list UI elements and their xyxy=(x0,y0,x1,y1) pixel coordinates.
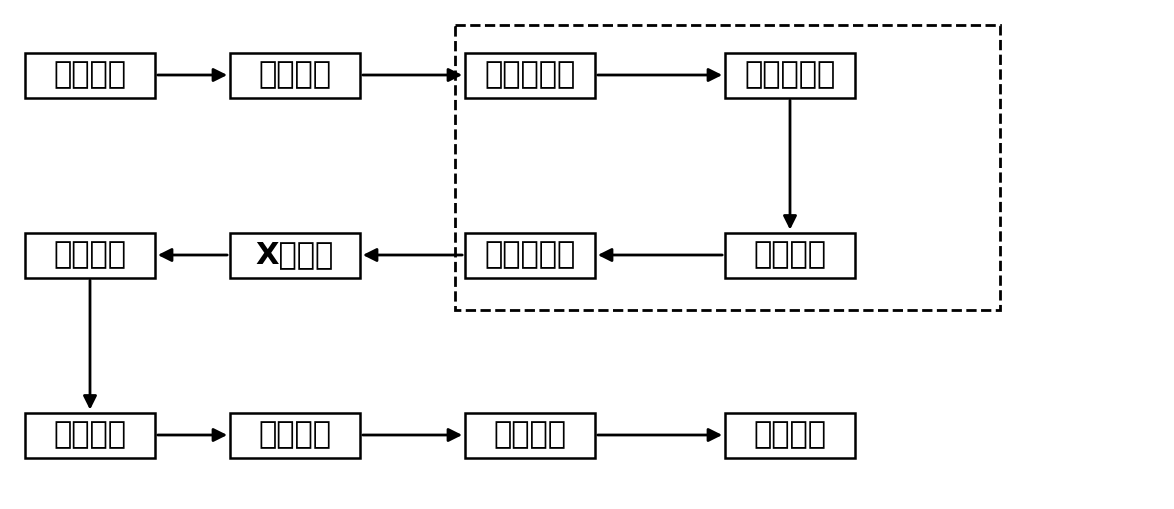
Bar xyxy=(456,25,1000,310)
Bar xyxy=(230,412,360,458)
Text: 第二次焊接: 第二次焊接 xyxy=(744,61,836,90)
Bar xyxy=(726,412,855,458)
Text: 元件检查: 元件检查 xyxy=(258,61,331,90)
Text: 外壳安装: 外壳安装 xyxy=(54,240,127,269)
Bar xyxy=(465,412,595,458)
Bar xyxy=(25,52,155,98)
Text: 原材准备: 原材准备 xyxy=(54,61,127,90)
Text: X光探测: X光探测 xyxy=(256,240,335,269)
Text: 第一次焊接: 第一次焊接 xyxy=(485,61,575,90)
Bar xyxy=(465,52,595,98)
Text: 高温老化: 高温老化 xyxy=(258,420,331,449)
Bar xyxy=(25,412,155,458)
Text: 测试出厂: 测试出厂 xyxy=(754,420,826,449)
Bar xyxy=(465,233,595,277)
Text: 灌胶保护: 灌胶保护 xyxy=(54,420,127,449)
Bar xyxy=(230,52,360,98)
Text: 第三次焊接: 第三次焊接 xyxy=(485,240,575,269)
Text: 端子成型: 端子成型 xyxy=(493,420,567,449)
Text: 元件装配: 元件装配 xyxy=(754,240,826,269)
Bar xyxy=(230,233,360,277)
Bar xyxy=(726,233,855,277)
Bar xyxy=(726,52,855,98)
Bar xyxy=(25,233,155,277)
